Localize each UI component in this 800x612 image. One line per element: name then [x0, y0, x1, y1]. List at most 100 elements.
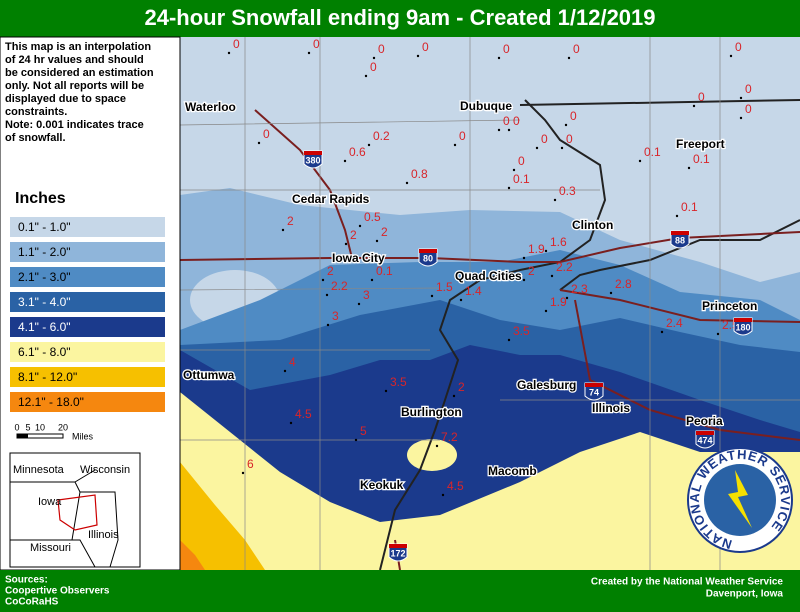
report-dot: [367, 143, 371, 147]
interstate-band: [419, 249, 437, 253]
report-value: 2.3: [571, 282, 588, 296]
report-value: 2.4: [666, 316, 683, 330]
city-label: Waterloo: [185, 100, 236, 114]
report-value: 0: [566, 132, 573, 146]
interstate-label: 380: [305, 155, 320, 165]
report-dot: [459, 298, 463, 302]
report-dot: [522, 256, 526, 260]
report-value: 1.4: [465, 284, 482, 298]
inset-label: Missouri: [30, 542, 71, 554]
county-lines: [179, 37, 800, 570]
legend-label: 8.1" - 12.0": [18, 370, 77, 384]
city-label: Ottumwa: [183, 368, 235, 382]
report-value: 0: [541, 132, 548, 146]
scale-label: 10: [35, 422, 45, 432]
inset-label: Illinois: [88, 529, 119, 541]
note-line: only. Not all reports will be: [5, 80, 144, 92]
city-label: Dubuque: [460, 99, 512, 113]
state-line: [519, 99, 800, 106]
report-dot: [452, 394, 456, 398]
report-dot: [544, 249, 548, 253]
report-dot: [716, 332, 720, 336]
title-bar: [0, 0, 800, 37]
report-dot: [321, 278, 325, 282]
report-dot: [560, 146, 564, 150]
interstate-band: [734, 318, 752, 322]
report-value: 3: [363, 288, 370, 302]
report-dot: [553, 198, 557, 202]
city-label: Burlington: [401, 405, 462, 419]
report-dot: [344, 242, 348, 246]
city-label: Macomb: [488, 464, 537, 478]
scale-label: 20: [58, 422, 68, 432]
report-value: 0: [313, 37, 320, 51]
band: [180, 540, 205, 570]
city-label: Galesburg: [517, 378, 576, 392]
report-dot: [567, 56, 571, 60]
city-label: Illinois: [592, 401, 630, 415]
report-dot: [507, 338, 511, 342]
scale-label: 5: [25, 422, 30, 432]
city-label: Quad Cities: [455, 269, 522, 283]
legend-swatch: [10, 392, 165, 412]
inset-label: Iowa: [38, 496, 62, 508]
report-dot: [372, 56, 376, 60]
report-value: 0: [503, 114, 510, 128]
report-dot: [405, 181, 409, 185]
scale-bar-fill: [17, 434, 28, 438]
report-value: 0.1: [376, 264, 393, 278]
logo-bolt: [728, 470, 752, 528]
report-value: 2: [287, 214, 294, 228]
report-value: 0: [503, 42, 510, 56]
legend-label: 6.1" - 8.0": [18, 345, 71, 359]
interstate-shield: [303, 150, 323, 169]
legend-swatch: [10, 317, 165, 337]
report-value: 2.2: [556, 260, 573, 274]
report-value: 1.5: [436, 280, 453, 294]
legend-swatch: [10, 342, 165, 362]
report-value: 3: [332, 309, 339, 323]
report-dot: [729, 54, 733, 58]
interstate-band: [696, 431, 714, 435]
report-value: 0: [233, 37, 240, 51]
inset-map: [9, 452, 141, 568]
report-value: 0.8: [411, 167, 428, 181]
report-value: 2: [350, 228, 357, 242]
report-value: 0: [263, 127, 270, 141]
report-dot: [739, 116, 743, 120]
report-dot: [609, 291, 613, 295]
report-dot: [357, 302, 361, 306]
city-label: Iowa City: [332, 251, 385, 265]
interstate-label: 88: [675, 235, 685, 245]
legend-swatch: [10, 267, 165, 287]
report-dot: [384, 389, 388, 393]
legend-swatch: [10, 217, 165, 237]
report-value: 0.1: [644, 145, 661, 159]
interstate-label: 172: [390, 548, 405, 558]
report-value: 0: [735, 40, 742, 54]
legend-swatch: [10, 367, 165, 387]
interstate-shield: [388, 543, 408, 562]
report-value: 2.2: [331, 279, 348, 293]
interstate-shield: [584, 382, 604, 401]
legend-label: 1.1" - 2.0": [18, 245, 71, 259]
legend-label: 4.1" - 6.0": [18, 320, 71, 334]
report-value: 1.9: [550, 295, 567, 309]
interstate-label: 474: [697, 435, 712, 445]
report-value: 7.2: [441, 430, 458, 444]
inset-frame: [9, 452, 141, 568]
interstate-band: [671, 231, 689, 235]
report-value: 0: [378, 42, 385, 56]
note-line: This map is an interpolation: [5, 41, 151, 53]
report-value: 0.1: [693, 152, 710, 166]
report-dot: [507, 186, 511, 190]
report-value: 0: [745, 82, 752, 96]
inset-borders: [10, 469, 119, 568]
band: [407, 439, 457, 471]
report-dot: [535, 146, 539, 150]
legend-label: 0.1" - 1.0": [18, 220, 71, 234]
note-line: of 24 hr values and should: [5, 54, 144, 66]
logo-inner: [704, 464, 776, 536]
